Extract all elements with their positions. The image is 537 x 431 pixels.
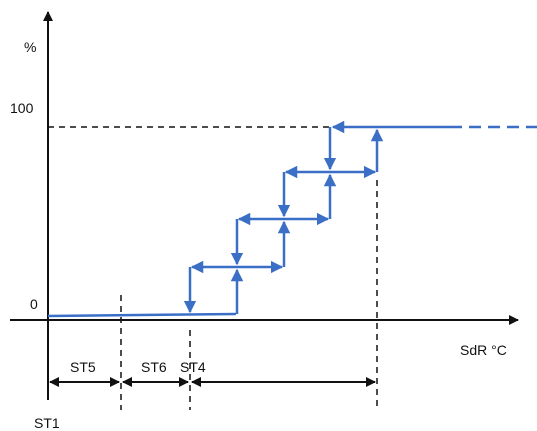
interval-label: ST1 bbox=[34, 415, 60, 431]
y-label: 100 bbox=[10, 100, 34, 116]
curve-segment bbox=[47, 312, 237, 318]
y-label: 0 bbox=[30, 296, 38, 312]
interval-label: ST5 bbox=[70, 359, 96, 375]
interval-label: ST6 bbox=[141, 359, 167, 375]
y-unit: % bbox=[24, 39, 36, 55]
hysteresis-curve bbox=[47, 120, 537, 318]
interval-label: ST4 bbox=[180, 359, 206, 375]
x-label: SdR °C bbox=[460, 342, 507, 358]
